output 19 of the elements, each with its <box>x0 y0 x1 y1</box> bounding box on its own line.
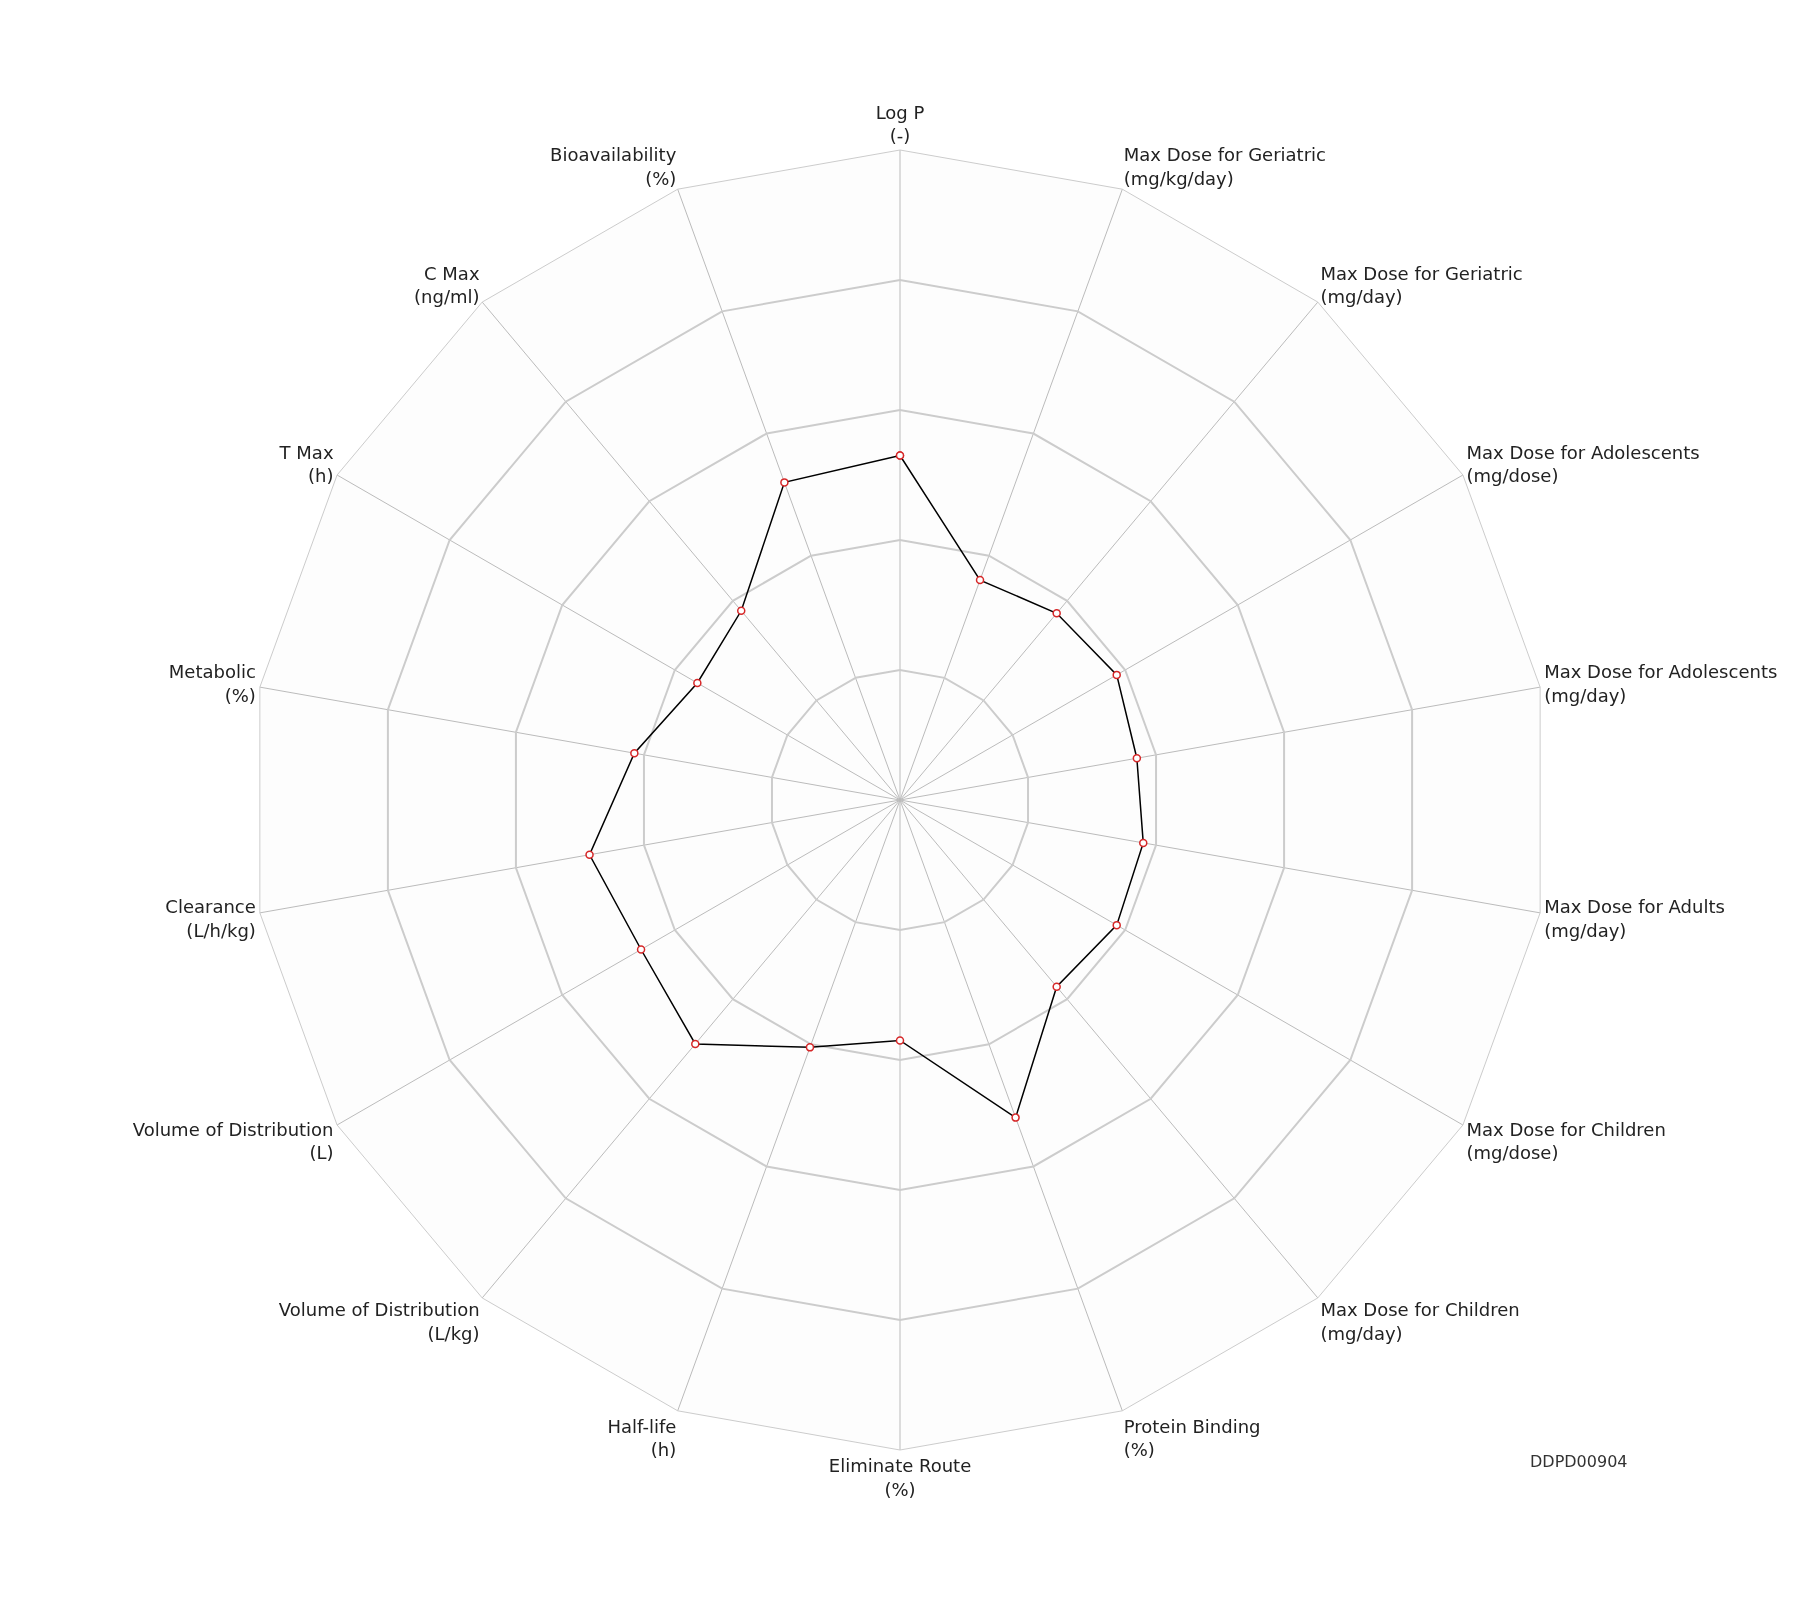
spoke-label: Max Dose for Adults (mg/day) <box>1544 896 1725 941</box>
spoke-label: T Max (h) <box>278 442 334 487</box>
spoke-label: Volume of Distribution (L) <box>132 1118 334 1164</box>
spoke-label: Max Dose for Children (mg/dose) <box>1466 1118 1666 1164</box>
spoke-label: Max Dose for Adolescents (mg/day) <box>1544 661 1778 706</box>
spoke-label: Max Dose for Adolescents (mg/dose) <box>1466 442 1700 487</box>
spoke-label: Half-life (h) <box>607 1416 677 1461</box>
text: DDPD00904 <box>1530 1452 1628 1471</box>
spoke-label: Max Dose for Geriatric (mg/kg/day) <box>1123 144 1326 189</box>
spoke-label: Metabolic (%) <box>168 661 256 706</box>
spoke-label: Protein Binding (%) <box>1123 1416 1261 1461</box>
spoke-label: Max Dose for Children (mg/day) <box>1320 1299 1520 1344</box>
spoke-label: Max Dose for Geriatric (mg/day) <box>1320 262 1523 307</box>
spoke-label: Volume of Distribution (L/kg) <box>278 1299 480 1344</box>
spoke-label: C Max (ng/ml) <box>414 262 480 307</box>
spoke-label: Clearance (L/h/kg) <box>165 896 256 941</box>
spoke-label: Log P (-) <box>875 101 925 147</box>
spoke-label: Eliminate Route (%) <box>828 1455 972 1500</box>
spoke-label: Bioavailability (%) <box>550 144 677 189</box>
